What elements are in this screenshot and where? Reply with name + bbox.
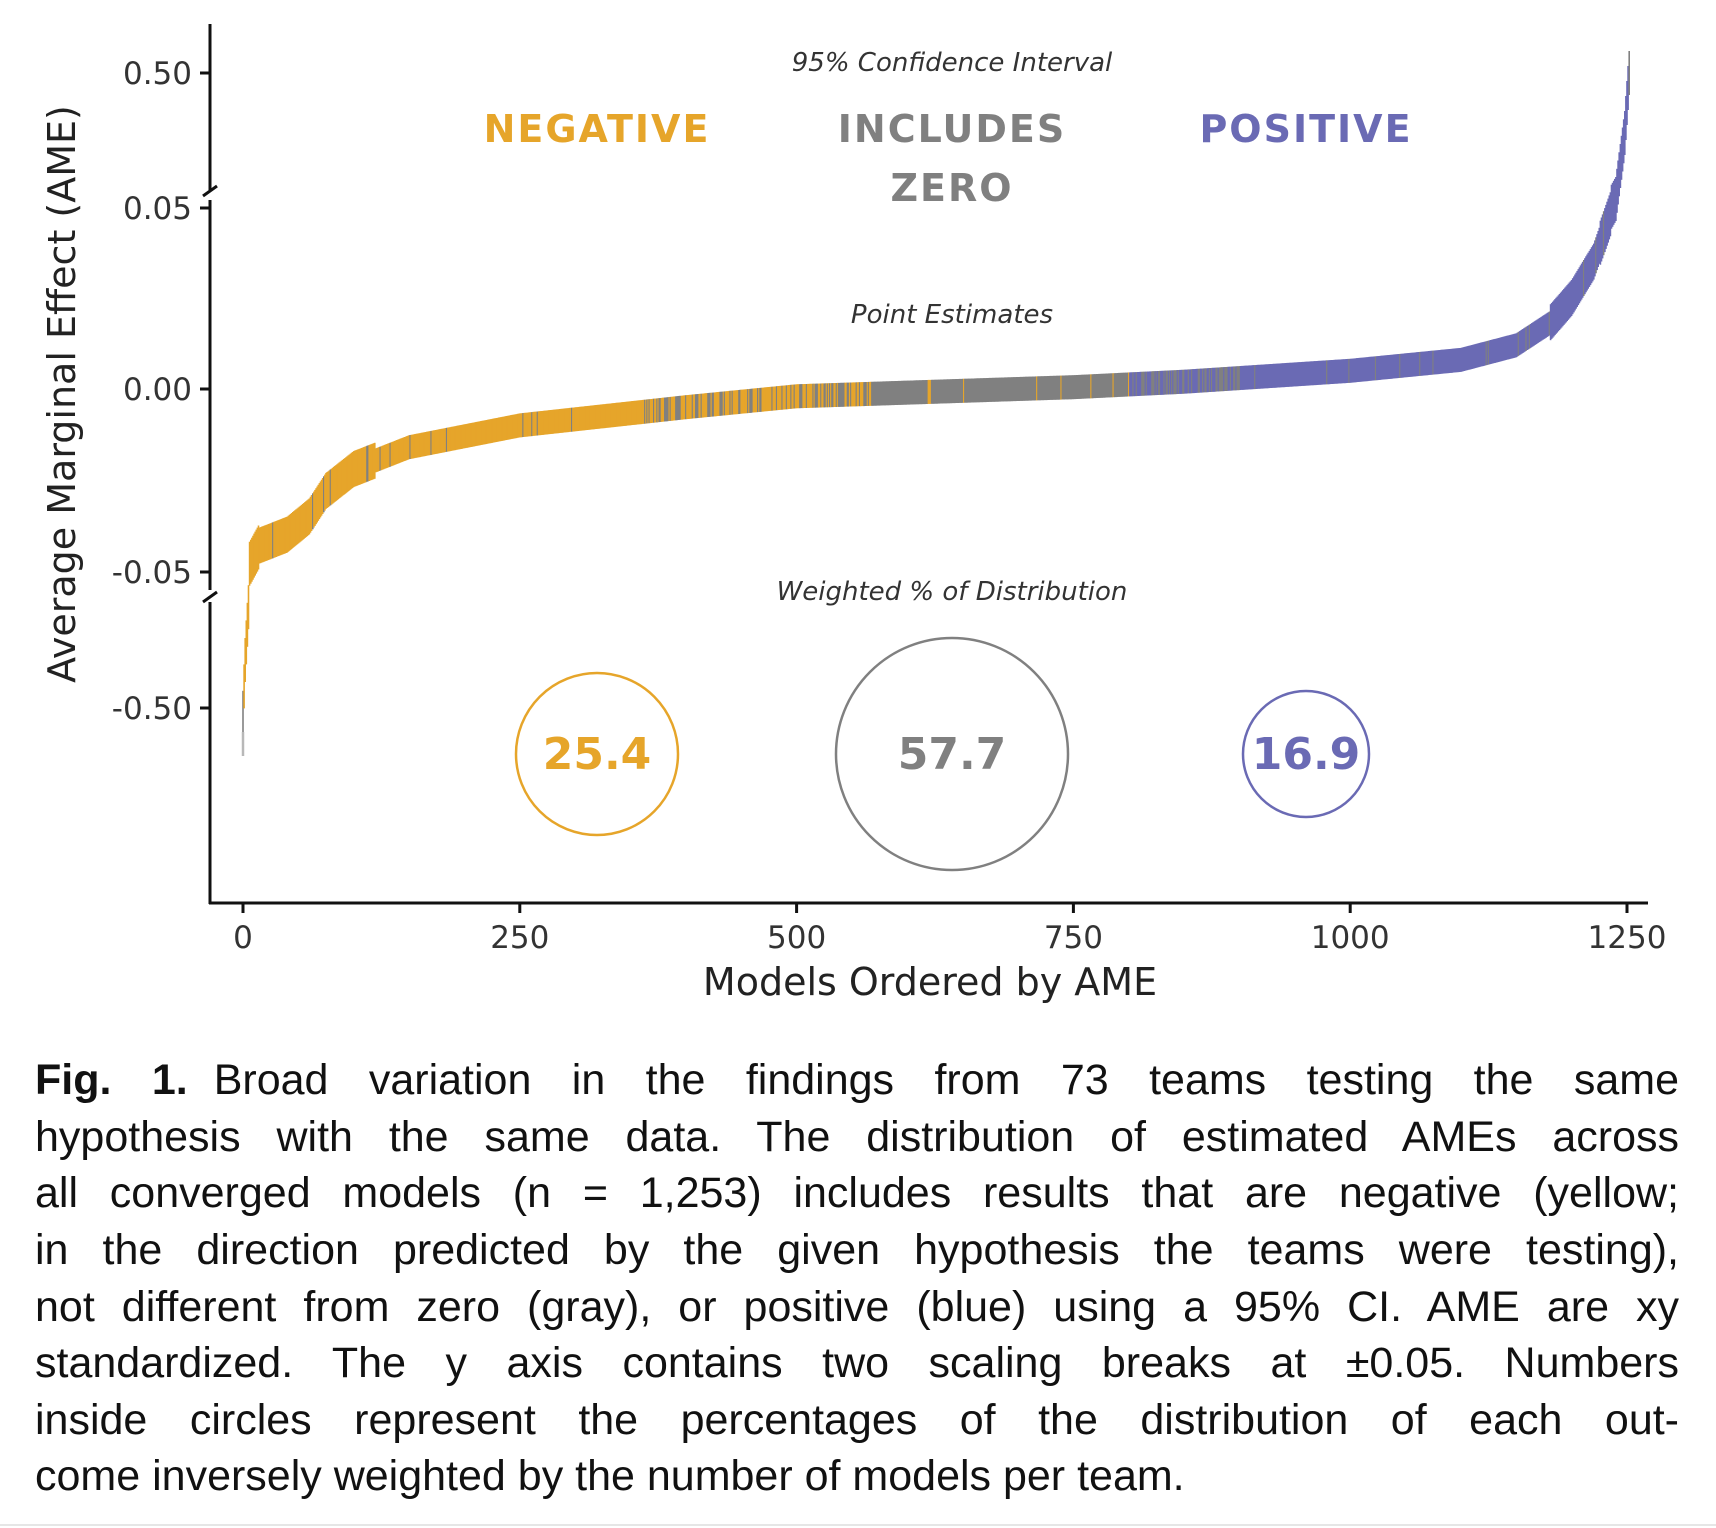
caption-line-8: come inversely weighted by the number of… <box>35 1452 1185 1500</box>
y-tick-label: 0.50 <box>123 56 192 92</box>
page-divider <box>0 1524 1716 1526</box>
x-tick-label: 1250 <box>1588 920 1667 956</box>
caption-line-3: all converged models (n = 1,253) include… <box>35 1169 1679 1217</box>
legend-negative-label: NEGATIVE <box>484 107 711 151</box>
x-tick-label: 1000 <box>1311 920 1390 956</box>
caption-line-1: Fig. 1. Broad variation in the findings f… <box>35 1052 1679 1109</box>
caption-line-5: not different from zero (gray), or posit… <box>35 1283 1679 1331</box>
legend-zero-label-line2: ZERO <box>890 166 1013 210</box>
weighted-distribution-title: Weighted % of Distribution <box>777 577 1128 607</box>
x-tick-label: 750 <box>1044 920 1103 956</box>
caption-line-6: standardized. The y axis contains two sc… <box>35 1339 1679 1387</box>
x-tick-label: 250 <box>490 920 549 956</box>
x-tick-label: 500 <box>767 920 826 956</box>
ci-marks <box>241 51 1630 756</box>
y-axis-title: Average Marginal Effect (AME) <box>40 105 84 683</box>
point-estimates-title: Point Estimates <box>851 300 1053 330</box>
caption-line-2: hypothesis with the same data. The distr… <box>35 1113 1679 1161</box>
y-tick-label: 0.00 <box>123 372 192 408</box>
weighted-pct-positive: 16.9 <box>1252 729 1361 780</box>
figure-label: Fig. 1. <box>35 1056 188 1104</box>
caption-line-4: in the direction predicted by the given … <box>35 1226 1679 1274</box>
y-tick-label: -0.05 <box>112 555 192 591</box>
legend-positive-label: POSITIVE <box>1199 107 1412 151</box>
axis-break-lower <box>202 590 218 604</box>
x-axis-title: Models Ordered by AME <box>703 960 1157 1004</box>
y-tick-label: -0.50 <box>112 691 192 727</box>
ame-chart: 0.50 0.05 0.00 -0.05 -0.50 0 250 500 750 1000 125… <box>40 24 1667 1004</box>
y-tick-label: 0.05 <box>123 191 192 227</box>
axis-break-upper <box>202 184 218 198</box>
weighted-circle-negative <box>514 671 680 837</box>
weighted-circle-positive <box>1241 689 1371 819</box>
x-tick-label: 0 <box>233 920 253 956</box>
weighted-pct-negative: 25.4 <box>543 729 652 780</box>
caption-text: Broad variation in the findings from 73 … <box>213 1056 1679 1104</box>
caption-line-7: inside circles represent the percentages… <box>35 1396 1679 1444</box>
weighted-circle-zero <box>834 636 1070 872</box>
ci-section-title: 95% Confidence Interval <box>792 48 1113 78</box>
weighted-pct-zero: 57.7 <box>898 729 1007 780</box>
legend-zero-label: INCLUDES <box>838 107 1066 151</box>
